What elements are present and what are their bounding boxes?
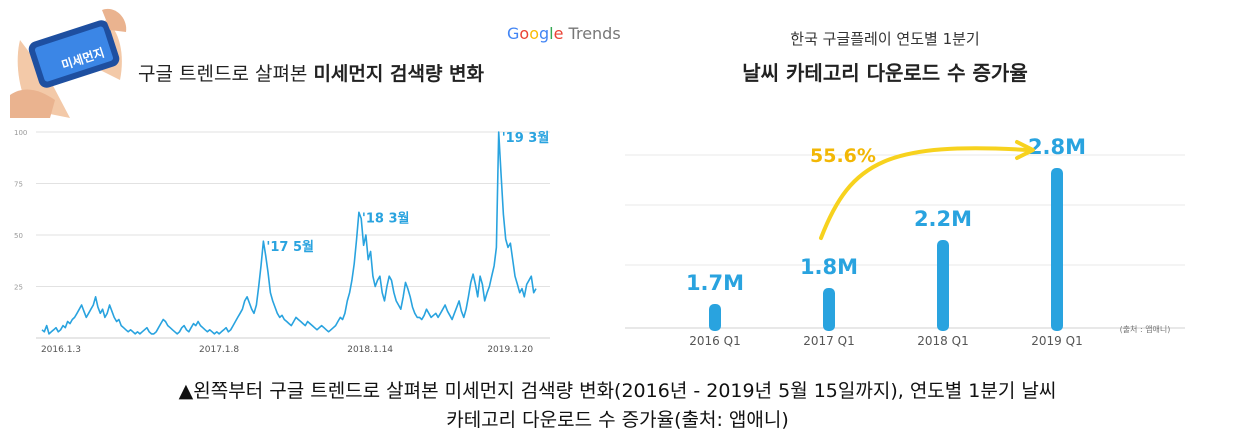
growth-arrow-head <box>1015 140 1035 160</box>
x-tick-label: 2016.1.3 <box>41 345 81 355</box>
bar-value-label: 2.2M <box>914 207 972 231</box>
bar <box>709 304 721 331</box>
right-chart-title: 날씨 카테고리 다운로드 수 증가율 <box>742 61 1028 85</box>
growth-arrow <box>819 146 1031 240</box>
y-tick-label: 50 <box>14 232 23 240</box>
peak-annotation: '18 3월 <box>362 210 410 226</box>
y-tick-label: 100 <box>14 129 27 137</box>
google-trends-logo: Google Trends <box>507 24 621 43</box>
left-chart-title: 구글 트렌드로 살펴본 미세먼지 검색량 변화 <box>138 63 485 85</box>
source-note: (출처 : 앱애니) <box>1120 324 1171 334</box>
peak-annotation: '19 3월 <box>502 130 550 146</box>
caption-line-1: ▲왼쪽부터 구글 트렌드로 살펴본 미세먼지 검색량 변화(2016년 - 20… <box>178 380 1057 402</box>
x-category-label: 2017 Q1 <box>803 334 854 348</box>
bar-value-label: 1.7M <box>686 271 744 295</box>
series-line <box>41 131 537 335</box>
x-category-label: 2019 Q1 <box>1031 334 1082 348</box>
x-tick-label: 2019.1.20 <box>487 345 533 355</box>
bar-value-label: 2.8M <box>1028 135 1086 159</box>
y-tick-label: 25 <box>14 284 23 292</box>
caption-line-2: 카테고리 다운로드 수 증가율(출처: 앱애니) <box>446 409 789 431</box>
bar-value-label: 1.8M <box>800 255 858 279</box>
y-tick-label: 75 <box>14 181 23 189</box>
x-tick-label: 2017.1.8 <box>199 345 239 355</box>
bar <box>937 240 949 331</box>
peak-annotation: '17 5월 <box>266 239 314 255</box>
growth-label: 55.6% <box>810 145 876 167</box>
right-chart-subtitle: 한국 구글플레이 연도별 1분기 <box>790 30 980 48</box>
downloads-bar-chart: 1.7M 2016 Q1 1.8M 2017 Q1 2.2M 2018 Q1 2.8M 201… <box>625 135 1185 348</box>
bar <box>823 288 835 331</box>
x-tick-label: 2018.1.14 <box>347 345 393 355</box>
bar <box>1051 168 1063 331</box>
search-volume-line-chart: 100 75 50 25 2016.1.3 2017.1.8 2018.1.14 2019.1… <box>14 129 550 355</box>
x-category-label: 2016 Q1 <box>689 334 740 348</box>
hand-holding-phone-illustration <box>10 8 127 118</box>
x-category-label: 2018 Q1 <box>917 334 968 348</box>
